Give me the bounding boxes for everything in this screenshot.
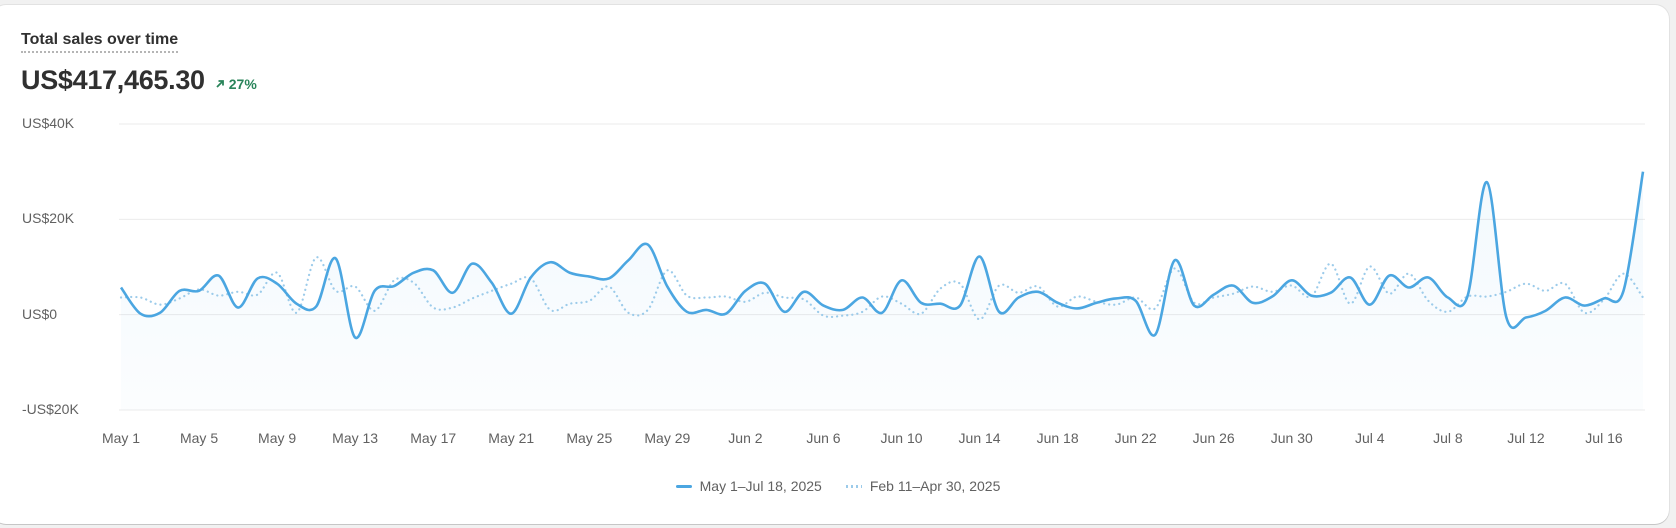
x-axis-label: Jul 8 bbox=[1433, 430, 1463, 446]
solid-line-icon bbox=[675, 484, 692, 488]
total-sales-value: US$417,465.30 bbox=[21, 65, 205, 95]
x-axis-label: Jun 30 bbox=[1270, 430, 1313, 446]
x-axis-label: Jul 12 bbox=[1507, 430, 1545, 446]
x-axis-label: May 5 bbox=[179, 430, 219, 446]
series-current-line[interactable] bbox=[119, 171, 1645, 339]
x-axis-label: May 9 bbox=[258, 430, 297, 446]
x-axis-label: Jun 2 bbox=[728, 430, 763, 446]
dotted-line-icon bbox=[845, 484, 862, 488]
x-axis-label: Jul 4 bbox=[1355, 430, 1385, 446]
x-axis-label: May 29 bbox=[644, 430, 691, 446]
legend: May 1–Jul 18, 2025 Feb 11–Apr 30, 2025 bbox=[0, 478, 1676, 494]
series-previous-line[interactable] bbox=[119, 256, 1645, 321]
x-axis-label: May 17 bbox=[410, 430, 457, 446]
arrow-up-right-icon bbox=[216, 80, 224, 88]
card-title[interactable]: Total sales over time bbox=[21, 30, 179, 53]
x-axis-label: May 13 bbox=[332, 430, 379, 446]
legend-item-current[interactable]: May 1–Jul 18, 2025 bbox=[675, 478, 822, 494]
x-axis-label: Jun 14 bbox=[958, 430, 1001, 446]
area-fill bbox=[121, 171, 1643, 410]
x-axis-label: May 21 bbox=[488, 430, 535, 446]
legend-item-previous[interactable]: Feb 11–Apr 30, 2025 bbox=[845, 478, 1001, 494]
y-axis-label: US$0 bbox=[22, 305, 58, 322]
x-axis-label: May 1 bbox=[101, 430, 141, 446]
x-axis-label: Jun 6 bbox=[806, 430, 841, 446]
sales-card bbox=[0, 5, 1669, 524]
x-axis-label: Jun 22 bbox=[1114, 430, 1157, 446]
delta-value: 27% bbox=[228, 76, 257, 92]
y-axis-label: -US$20K bbox=[22, 401, 79, 417]
x-axis-label: Jun 26 bbox=[1192, 430, 1235, 446]
metric-row: US$417,465.30 27% bbox=[21, 65, 257, 96]
x-axis-label: Jun 10 bbox=[880, 430, 923, 446]
y-axis-label: US$40K bbox=[22, 115, 75, 131]
delta-badge: 27% bbox=[215, 76, 257, 92]
x-axis-label: Jul 16 bbox=[1585, 430, 1623, 446]
legend-label-previous: Feb 11–Apr 30, 2025 bbox=[869, 478, 1001, 494]
x-axis-label: Jun 18 bbox=[1036, 430, 1079, 446]
legend-label-current: May 1–Jul 18, 2025 bbox=[699, 478, 822, 494]
y-axis-label: US$20K bbox=[22, 210, 75, 227]
x-axis-label: May 25 bbox=[566, 430, 613, 446]
